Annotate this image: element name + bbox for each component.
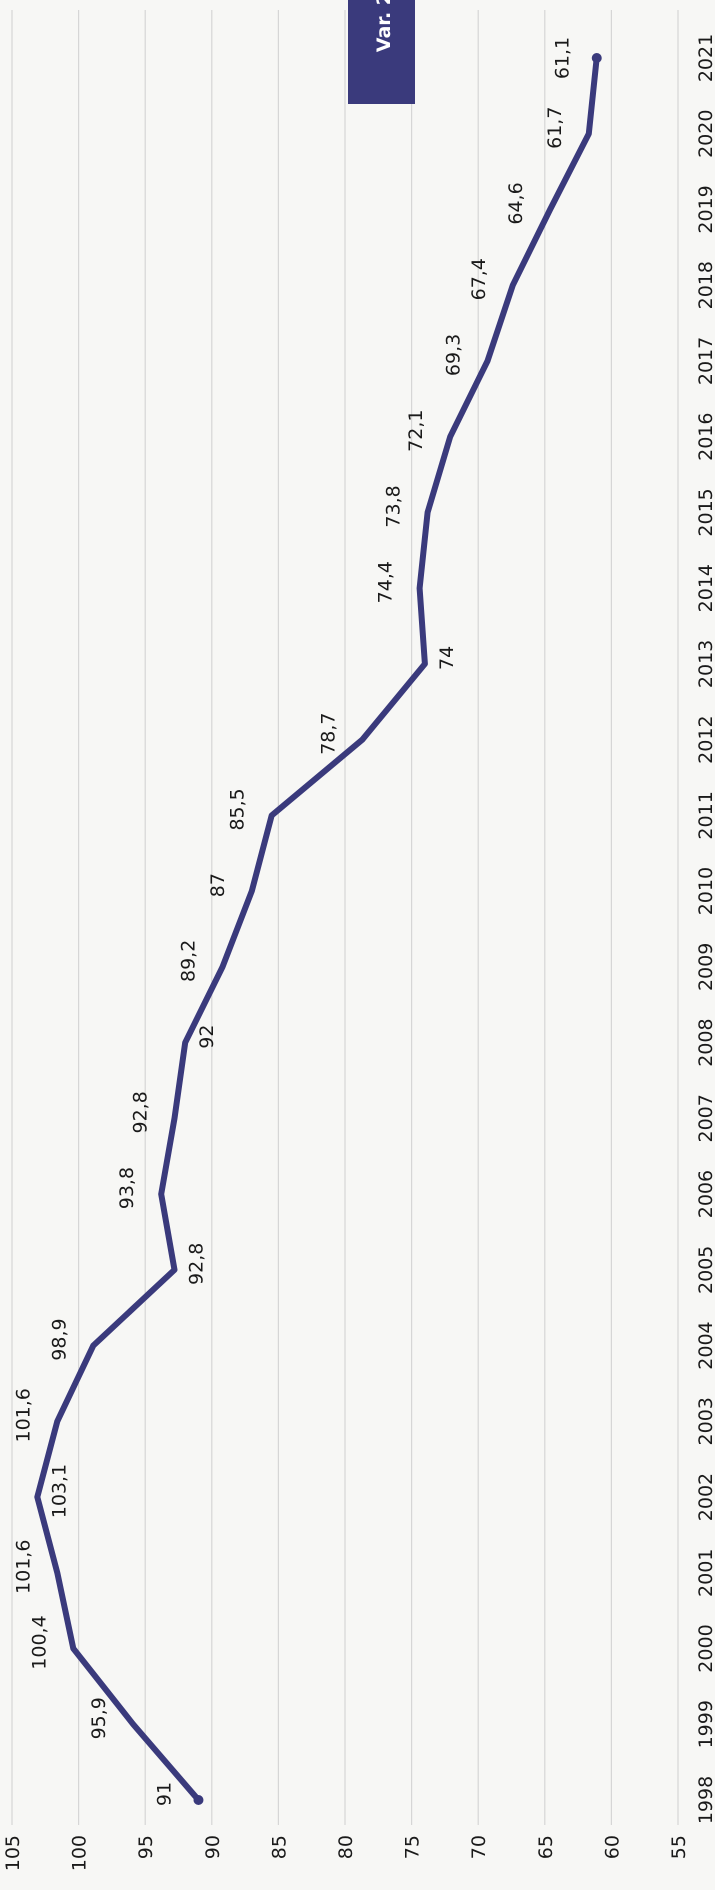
- data-label: 87: [207, 873, 229, 897]
- data-label: 92,8: [186, 1243, 208, 1285]
- data-label: 61,1: [552, 37, 574, 79]
- x-tick-label: 2003: [695, 1397, 715, 1445]
- x-tick-label: 2006: [695, 1170, 715, 1218]
- y-tick-label: 105: [2, 1835, 24, 1871]
- x-tick-label: 2017: [695, 337, 715, 385]
- badge-text: Var. 2: [373, 0, 395, 52]
- x-tick-label: 2002: [695, 1473, 715, 1521]
- x-tick-label: 2021: [695, 34, 715, 82]
- data-label: 95,9: [88, 1697, 110, 1739]
- x-tick-label: 2012: [695, 715, 715, 763]
- x-tick-label: 2009: [695, 943, 715, 991]
- data-label: 64,6: [505, 182, 527, 224]
- x-tick-label: 2005: [695, 1246, 715, 1294]
- x-tick-label: 2011: [695, 791, 715, 839]
- badge: Var. 2: [348, 0, 415, 104]
- x-tick-label: 2016: [695, 413, 715, 461]
- data-label: 73,8: [383, 485, 405, 527]
- data-label: 74,4: [375, 561, 397, 603]
- x-tick-label: 2019: [695, 185, 715, 233]
- y-tick-label: 90: [202, 1835, 224, 1859]
- data-label: 98,9: [48, 1318, 70, 1360]
- data-label: 89,2: [177, 940, 199, 982]
- data-point: [591, 53, 602, 63]
- y-tick-label: 75: [402, 1835, 424, 1859]
- data-label: 92,8: [130, 1091, 152, 1133]
- data-label: 67,4: [468, 258, 490, 300]
- x-tick-label: 2018: [695, 261, 715, 309]
- y-tick-label: 100: [69, 1835, 91, 1871]
- data-label: 74: [436, 646, 458, 670]
- data-label: 85,5: [227, 788, 249, 830]
- x-tick-label: 1998: [695, 1776, 715, 1824]
- data-label: 103,1: [48, 1464, 70, 1518]
- x-tick-label: 2013: [695, 640, 715, 688]
- y-tick-label: 85: [268, 1835, 290, 1859]
- y-tick-label: 65: [535, 1835, 557, 1859]
- data-label: 61,7: [544, 107, 566, 149]
- y-tick-label: 55: [668, 1835, 690, 1859]
- data-label: 93,8: [116, 1167, 138, 1209]
- x-tick-label: 2001: [695, 1549, 715, 1597]
- y-tick-label: 80: [335, 1835, 357, 1859]
- x-tick-label: 2010: [695, 867, 715, 915]
- x-tick-label: 2000: [695, 1624, 715, 1672]
- x-tick-label: 2020: [695, 110, 715, 158]
- badge-background: [348, 0, 415, 104]
- x-axis-ticks: 1998 1999 2000 2001 2002 2003 2004 2005 2006 2007…: [695, 34, 715, 1824]
- x-tick-label: 2007: [695, 1094, 715, 1142]
- data-label: 92: [196, 1025, 218, 1049]
- data-label: 72,1: [405, 410, 427, 452]
- data-label: 101,6: [12, 1540, 34, 1594]
- y-tick-label: 60: [601, 1835, 623, 1859]
- data-label: 69,3: [443, 334, 465, 376]
- series-line: [34, 55, 600, 1803]
- y-tick-label: 70: [468, 1835, 490, 1859]
- data-label: 91: [153, 1782, 175, 1806]
- data-labels: 91 95,9 100,4 101,6 103,1 101,6 98,9 92,8 93,8 92…: [12, 37, 573, 1806]
- x-tick-label: 2015: [695, 488, 715, 536]
- x-tick-label: 2004: [695, 1321, 715, 1369]
- data-label: 78,7: [317, 712, 339, 754]
- y-tick-label: 95: [135, 1835, 157, 1859]
- x-tick-label: 1999: [695, 1700, 715, 1748]
- data-label: 101,6: [12, 1388, 34, 1442]
- data-point: [193, 1795, 204, 1805]
- grid-lines: [11, 10, 679, 1825]
- data-points: [193, 53, 602, 1805]
- x-tick-label: 2008: [695, 1018, 715, 1066]
- y-axis-ticks: 55 60 65 70 75 80 85 90 95 100 105: [2, 1835, 690, 1871]
- data-label: 100,4: [28, 1615, 50, 1669]
- x-tick-label: 2014: [695, 564, 715, 612]
